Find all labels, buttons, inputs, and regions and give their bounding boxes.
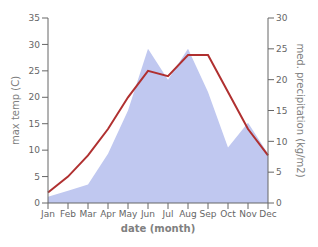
svg-text:May: May (119, 209, 138, 219)
svg-text:Jan: Jan (40, 209, 55, 219)
svg-text:Feb: Feb (60, 209, 76, 219)
svg-text:20: 20 (276, 75, 288, 85)
svg-text:Nov: Nov (239, 209, 257, 219)
svg-text:date (month): date (month) (121, 223, 195, 234)
svg-text:10: 10 (29, 145, 41, 155)
svg-text:Jul: Jul (162, 209, 174, 219)
svg-text:Oct: Oct (220, 209, 236, 219)
svg-text:Sep: Sep (200, 209, 217, 219)
svg-text:Dec: Dec (259, 209, 276, 219)
svg-text:35: 35 (29, 13, 40, 23)
svg-text:25: 25 (276, 44, 287, 54)
svg-text:Jun: Jun (140, 209, 155, 219)
svg-text:30: 30 (29, 40, 41, 50)
svg-text:med. precipitation (kg/m2): med. precipitation (kg/m2) (295, 43, 306, 177)
svg-text:15: 15 (276, 106, 287, 116)
svg-text:0: 0 (34, 198, 40, 208)
svg-text:0: 0 (276, 198, 282, 208)
svg-text:20: 20 (29, 92, 41, 102)
svg-text:10: 10 (276, 137, 288, 147)
svg-text:25: 25 (29, 66, 40, 76)
svg-text:Apr: Apr (100, 209, 116, 219)
svg-text:Aug: Aug (179, 209, 197, 219)
svg-text:5: 5 (34, 172, 40, 182)
svg-text:max temp (C): max temp (C) (10, 76, 21, 145)
svg-text:Mar: Mar (80, 209, 97, 219)
svg-text:5: 5 (276, 167, 282, 177)
svg-text:15: 15 (29, 119, 40, 129)
svg-text:30: 30 (276, 13, 288, 23)
